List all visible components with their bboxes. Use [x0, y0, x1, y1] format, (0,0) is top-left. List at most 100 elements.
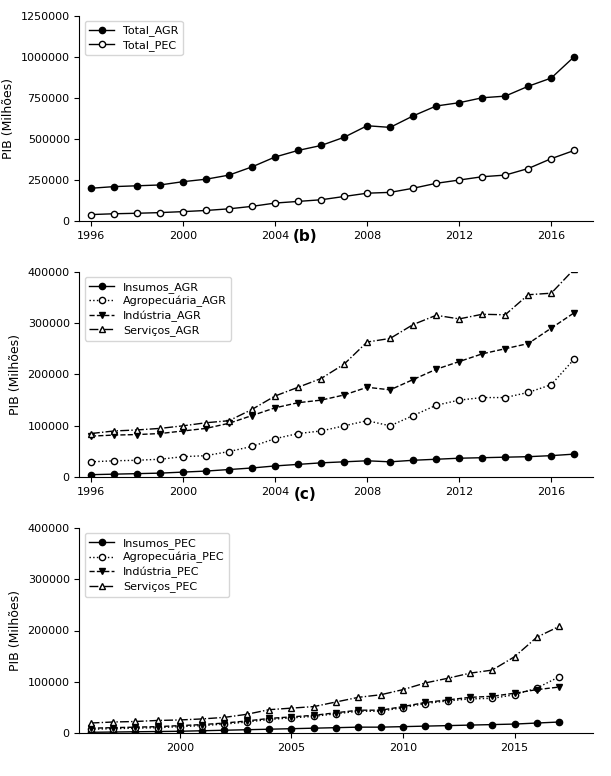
- Indústria_AGR: [225, 418, 233, 428]
- Indústria_PEC: [377, 705, 384, 715]
- Serviços_PEC: [243, 709, 251, 719]
- Serviços_AGR: [180, 421, 187, 431]
- Insumos_PEC: [221, 726, 228, 735]
- Total_PEC: [387, 188, 394, 197]
- Serviços_AGR: [87, 429, 95, 438]
- Insumos_PEC: [533, 719, 541, 728]
- Total_PEC: [111, 209, 118, 218]
- Insumos_PEC: [154, 727, 161, 736]
- Agropecuária_PEC: [176, 722, 183, 731]
- Indústria_PEC: [176, 721, 183, 730]
- Line: Serviços_AGR: Serviços_AGR: [87, 265, 578, 437]
- Agropecuária_PEC: [355, 707, 362, 716]
- Serviços_PEC: [555, 622, 563, 631]
- Agropecuária_AGR: [318, 426, 325, 435]
- Agropecuária_AGR: [364, 416, 371, 425]
- Line: Total_AGR: Total_AGR: [88, 54, 577, 192]
- Total_PEC: [478, 172, 486, 182]
- Serviços_AGR: [295, 383, 302, 392]
- Insumos_AGR: [547, 451, 555, 460]
- Serviços_AGR: [478, 310, 486, 319]
- Total_PEC: [249, 202, 256, 211]
- Agropecuária_PEC: [377, 707, 384, 716]
- Agropecuária_PEC: [511, 690, 518, 699]
- Serviços_PEC: [489, 666, 496, 675]
- Total_AGR: [364, 121, 371, 130]
- Agropecuária_AGR: [525, 388, 532, 397]
- Indústria_AGR: [87, 431, 95, 441]
- Total_AGR: [87, 184, 95, 193]
- Serviços_PEC: [131, 717, 139, 726]
- Serviços_PEC: [154, 715, 161, 725]
- Agropecuária_PEC: [332, 709, 340, 719]
- Serviços_PEC: [466, 668, 474, 677]
- Indústria_PEC: [400, 702, 407, 712]
- Agropecuária_AGR: [225, 447, 233, 456]
- Agropecuária_AGR: [547, 380, 555, 390]
- Total_AGR: [478, 93, 486, 102]
- Serviços_PEC: [511, 652, 518, 661]
- Insumos_AGR: [87, 470, 95, 480]
- Agropecuária_PEC: [422, 699, 429, 708]
- Indústria_AGR: [156, 429, 164, 438]
- Agropecuária_AGR: [295, 429, 302, 438]
- Indústria_AGR: [249, 411, 256, 421]
- Total_AGR: [525, 81, 532, 91]
- Total_AGR: [456, 98, 463, 107]
- Serviços_AGR: [433, 310, 440, 320]
- Total_AGR: [249, 162, 256, 171]
- Agropecuária_PEC: [533, 684, 541, 693]
- Total_AGR: [409, 111, 417, 120]
- Serviços_AGR: [133, 425, 141, 435]
- Indústria_PEC: [131, 722, 139, 732]
- Line: Agropecuária_AGR: Agropecuária_AGR: [88, 356, 577, 465]
- Indústria_AGR: [433, 365, 440, 374]
- Legend: Insumos_AGR, Agropecuária_AGR, Indústria_AGR, Serviços_AGR: Insumos_AGR, Agropecuária_AGR, Indústria…: [85, 277, 231, 341]
- Agropecuária_AGR: [433, 400, 440, 410]
- Indústria_PEC: [243, 716, 251, 726]
- Serviços_PEC: [199, 714, 206, 723]
- Serviços_PEC: [377, 690, 384, 699]
- Agropecuária_PEC: [109, 724, 117, 733]
- Insumos_AGR: [433, 455, 440, 464]
- Indústria_AGR: [456, 357, 463, 366]
- Total_AGR: [433, 102, 440, 111]
- Total_PEC: [87, 210, 95, 220]
- Serviços_PEC: [87, 719, 94, 728]
- Indústria_PEC: [332, 708, 340, 717]
- Total_PEC: [547, 154, 555, 163]
- Insumos_AGR: [340, 457, 348, 466]
- Indústria_AGR: [364, 383, 371, 392]
- Agropecuária_AGR: [409, 411, 417, 421]
- Serviços_PEC: [444, 674, 452, 683]
- Line: Agropecuária_PEC: Agropecuária_PEC: [87, 674, 562, 733]
- Serviços_PEC: [355, 693, 362, 702]
- Serviços_PEC: [176, 715, 183, 725]
- Serviços_PEC: [310, 702, 317, 712]
- Total_PEC: [502, 171, 509, 180]
- Total_PEC: [456, 175, 463, 185]
- Agropecuária_AGR: [249, 442, 256, 451]
- Agropecuária_AGR: [180, 452, 187, 461]
- Insumos_PEC: [265, 725, 273, 734]
- Insumos_AGR: [271, 461, 279, 470]
- Agropecuária_PEC: [310, 712, 317, 721]
- Agropecuária_AGR: [133, 456, 141, 465]
- Indústria_AGR: [387, 385, 394, 394]
- Insumos_AGR: [409, 456, 417, 465]
- Indústria_AGR: [133, 430, 141, 439]
- Indústria_AGR: [111, 431, 118, 440]
- Insumos_PEC: [243, 725, 251, 734]
- Text: (b): (b): [293, 229, 318, 244]
- Total_AGR: [340, 133, 348, 142]
- Indústria_PEC: [310, 711, 317, 720]
- Indústria_PEC: [154, 722, 161, 731]
- Total_PEC: [295, 197, 302, 206]
- Total_AGR: [271, 152, 279, 161]
- Serviços_AGR: [525, 290, 532, 300]
- Total_AGR: [202, 175, 210, 184]
- Insumos_AGR: [156, 469, 164, 478]
- Agropecuária_PEC: [489, 694, 496, 703]
- Insumos_PEC: [511, 719, 518, 729]
- Agropecuária_PEC: [265, 715, 273, 724]
